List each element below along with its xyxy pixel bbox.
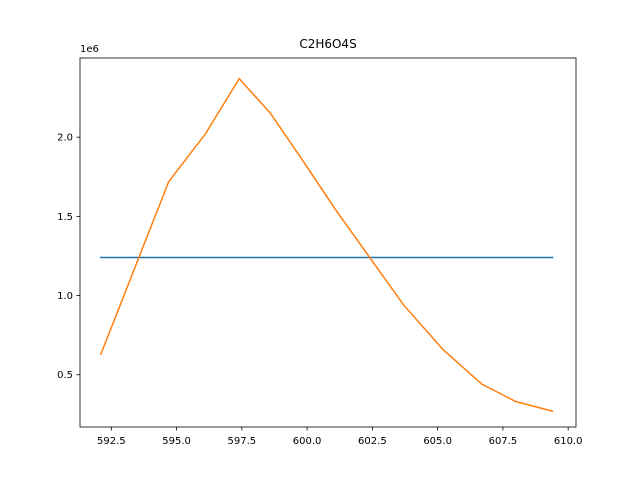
y-tick-label: 0.5: [57, 370, 73, 381]
x-tick-label: 597.5: [228, 436, 257, 447]
x-tick-label: 602.5: [358, 436, 387, 447]
x-tick-label: 592.5: [97, 436, 126, 447]
chart-title: C2H6O4S: [299, 37, 356, 51]
plot-area: [99, 77, 554, 413]
x-tick-label: 605.0: [423, 436, 452, 447]
x-tick-label: 607.5: [489, 436, 518, 447]
y-tick-label: 1.0: [57, 291, 73, 302]
x-tick-label: 595.0: [162, 436, 191, 447]
x-tick-label: 600.0: [293, 436, 322, 447]
x-tick-label: 610.0: [554, 436, 583, 447]
series-line-2: [99, 77, 554, 413]
x-axis: 592.5 595.0 597.5 600.0 602.5 605.0 607.5 610.0: [97, 427, 582, 447]
y-axis: 0.5 1.0 1.5 2.0: [57, 133, 80, 381]
y-tick-label: 1.5: [57, 212, 73, 223]
axes-frame: [79, 57, 577, 428]
y-tick-label: 2.0: [57, 133, 73, 144]
y-offset-text: 1e6: [80, 44, 99, 55]
